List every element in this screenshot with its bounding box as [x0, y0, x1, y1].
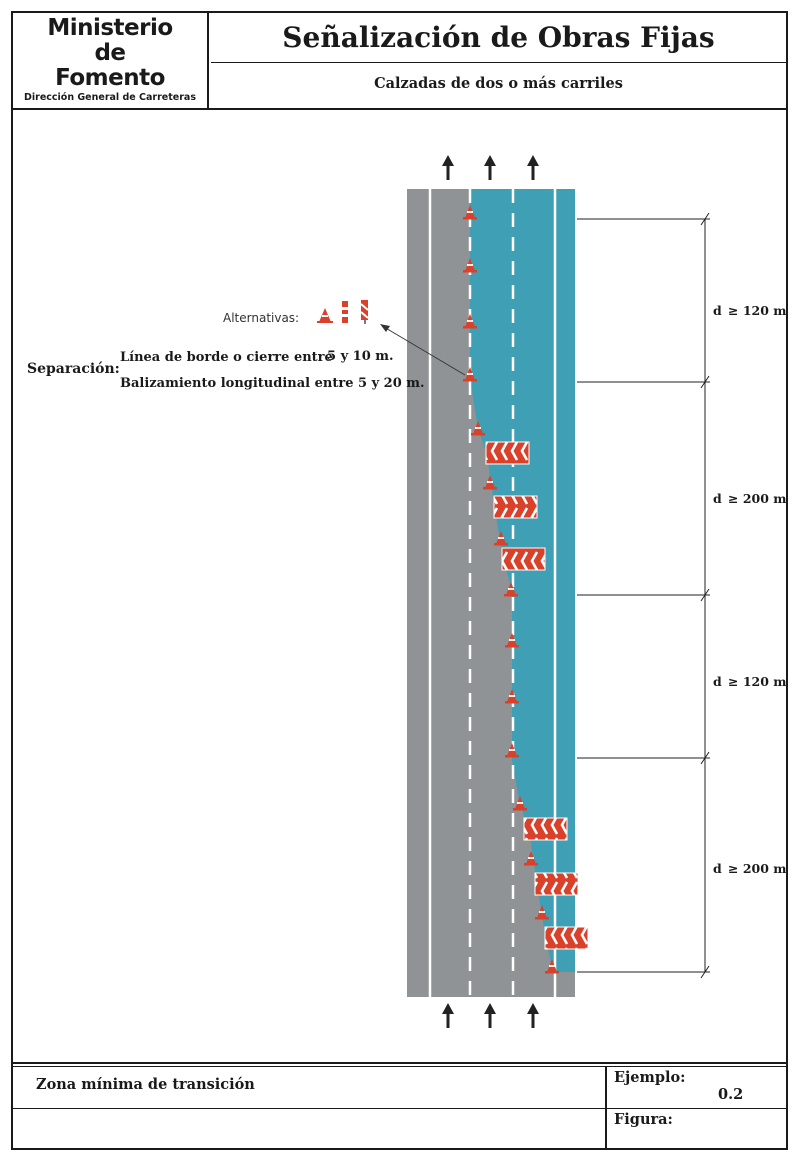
page-title: Señalización de Obras Fijas: [211, 13, 786, 63]
traffic-cone: [524, 851, 538, 866]
chevron-panel: [544, 926, 589, 950]
ministry-line-3: Fomento: [55, 65, 165, 91]
separation-label: Separación:: [27, 361, 120, 377]
alternative-post-icon: [342, 301, 348, 323]
alternative-cone-icon: [317, 308, 333, 323]
chevron-panel: [485, 441, 530, 465]
up-arrow-icon: [442, 1003, 454, 1028]
dim-tick-5: [700, 965, 710, 979]
cone-row: [463, 205, 559, 974]
up-arrow-icon: [442, 155, 454, 180]
traffic-cone: [545, 959, 559, 974]
distance-value-2: ≥ 200 m: [728, 491, 787, 506]
ministry-line-2: de: [94, 40, 126, 66]
distance-label-3: d: [713, 674, 722, 689]
traffic-cone: [505, 743, 519, 758]
dimension-lines: [577, 212, 710, 979]
separation-line-1-range: 5 y 10 m.: [327, 349, 394, 364]
dim-tick-4: [700, 751, 710, 765]
up-arrow-icon: [527, 1003, 539, 1028]
separation-line-2: Balizamiento longitudinal entre 5 y 20 m…: [120, 376, 425, 391]
leader-arrowhead: [380, 324, 390, 332]
traffic-cone: [483, 475, 497, 490]
dim-tick-2: [700, 375, 710, 389]
traffic-cone: [463, 314, 477, 329]
traffic-cone: [494, 531, 508, 546]
traffic-cone: [513, 796, 527, 811]
distance-value-1: ≥ 120 m: [728, 303, 787, 318]
separation-line-1: Línea de borde o cierre entre: [120, 350, 333, 365]
chevron-panel: [493, 495, 538, 519]
example-value: 0.2: [718, 1086, 744, 1103]
distance-label-2: d: [713, 491, 722, 506]
distance-label-1: d: [713, 303, 722, 318]
up-arrow-icon: [527, 155, 539, 180]
ministry-subtitle: Dirección General de Carreteras: [24, 92, 196, 103]
lane-markings: [428, 189, 557, 997]
footer-divider: [13, 1062, 786, 1064]
distance-value-4: ≥ 200 m: [728, 861, 787, 876]
dim-tick-1: [700, 212, 710, 226]
direction-arrows: [442, 155, 539, 1028]
footer-row-divider: [13, 1108, 786, 1109]
distance-value-3: ≥ 120 m: [728, 674, 787, 689]
distance-label-4: d: [713, 861, 722, 876]
leader-line: [383, 326, 466, 376]
page-subtitle: Calzadas de dos o más carriles: [374, 75, 623, 92]
traffic-cone: [505, 689, 519, 704]
traffic-cone: [463, 258, 477, 273]
chevron-panel: [523, 817, 568, 841]
traffic-cone: [504, 582, 518, 597]
ministry-line-1: Ministerio: [47, 15, 173, 41]
up-arrow-icon: [484, 155, 496, 180]
dim-tick-3: [700, 588, 710, 602]
traffic-cone: [463, 205, 477, 220]
chevron-panel: [534, 872, 579, 896]
traffic-cone: [535, 905, 549, 920]
traffic-cone: [471, 421, 485, 436]
example-label: Ejemplo:: [614, 1069, 686, 1086]
zone-title: Zona mínima de transición: [36, 1076, 255, 1093]
footer-column-divider: [605, 1066, 607, 1150]
alternatives-label: Alternativas:: [223, 311, 299, 325]
footer-divider-inner: [13, 1066, 786, 1067]
closed-lane-zone: [470, 189, 575, 972]
chevron-panel: [501, 547, 546, 571]
traffic-cone: [505, 633, 519, 648]
figure-label: Figura:: [614, 1111, 673, 1128]
chevron-panel-row: [485, 441, 589, 950]
ministry-logo: Ministerio de Fomento Dirección General …: [13, 13, 209, 109]
page-frame: [11, 11, 788, 1150]
up-arrow-icon: [484, 1003, 496, 1028]
alternative-panel-icon: [360, 300, 369, 324]
header-divider: [13, 108, 786, 110]
traffic-cone: [463, 367, 477, 382]
